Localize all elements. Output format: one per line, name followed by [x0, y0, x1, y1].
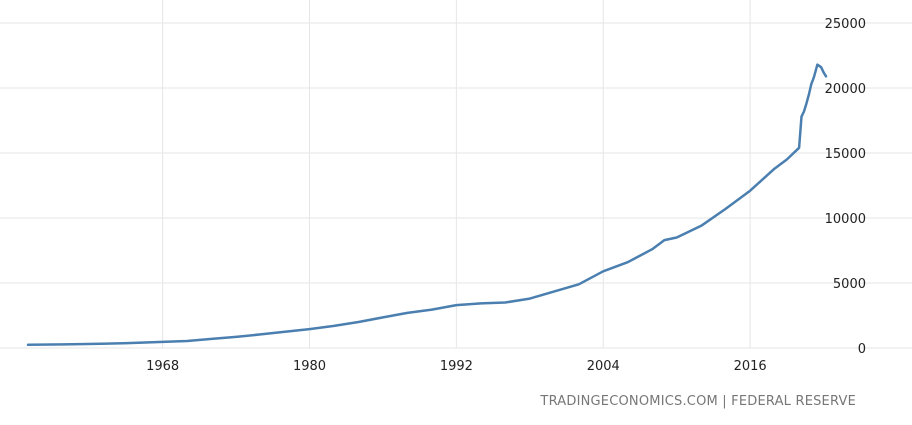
series-line [26, 63, 828, 347]
y-tick-label: 20000 [825, 82, 866, 97]
x-tick-label: 1992 [440, 359, 473, 374]
y-tick-label: 15000 [825, 147, 866, 162]
y-tick-label: 5000 [833, 277, 866, 292]
chart-grid [0, 0, 912, 349]
y-tick-label: 10000 [825, 212, 866, 227]
source-attribution: TRADINGECONOMICS.COM | FEDERAL RESERVE [540, 394, 856, 409]
y-tick-label: 25000 [825, 17, 866, 32]
x-tick-label: 2016 [734, 359, 767, 374]
y-tick-label: 0 [858, 342, 866, 357]
y-axis-ticks: 0 5000 10000 15000 20000 25000 [825, 17, 866, 357]
x-tick-label: 1980 [293, 359, 326, 374]
x-axis-ticks: 1968 1980 1992 2004 2016 [146, 359, 767, 374]
x-tick-label: 2004 [587, 359, 620, 374]
x-tick-label: 1968 [146, 359, 179, 374]
